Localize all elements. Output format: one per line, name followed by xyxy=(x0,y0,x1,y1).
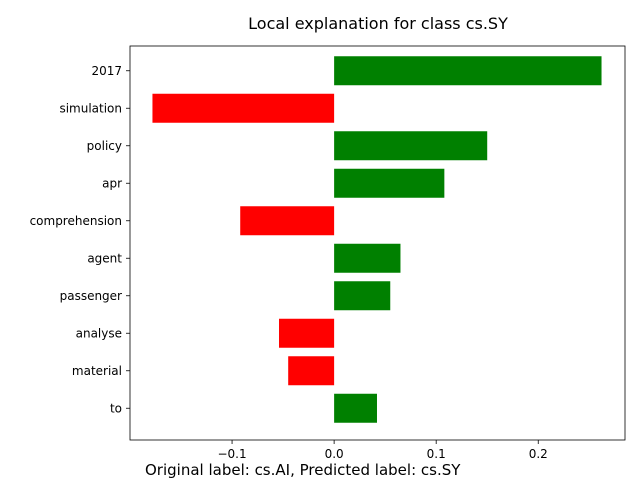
bar-agent xyxy=(334,243,401,273)
bar-policy xyxy=(334,131,488,161)
x-tick-label: 0.1 xyxy=(427,447,446,461)
x-tick-label: 0.0 xyxy=(325,447,344,461)
y-tick-label: 2017 xyxy=(91,64,122,78)
bar-2017 xyxy=(334,56,602,86)
x-tick-label: −0.1 xyxy=(217,447,246,461)
y-tick-label: agent xyxy=(87,251,122,265)
bar-material xyxy=(288,356,335,386)
y-tick-label: apr xyxy=(102,176,122,190)
y-tick-label: analyse xyxy=(76,326,122,340)
x-tick-label: 0.2 xyxy=(529,447,548,461)
y-tick-label: comprehension xyxy=(30,214,122,228)
chart-caption: Original label: cs.AI, Predicted label: … xyxy=(145,461,461,479)
bar-comprehension xyxy=(240,206,335,236)
axes-frame xyxy=(129,45,626,441)
bar-to xyxy=(334,393,377,423)
chart-title: Local explanation for class cs.SY xyxy=(248,14,508,33)
plot-area: 2017 simulation policy apr comprehension agen… xyxy=(30,45,626,461)
bar-analyse xyxy=(279,318,335,348)
y-tick-label: simulation xyxy=(59,101,122,115)
y-tick-label: policy xyxy=(87,139,122,153)
y-tick-label: passenger xyxy=(60,289,122,303)
bar-apr xyxy=(334,168,445,198)
bar-simulation xyxy=(152,93,335,123)
y-tick-label: material xyxy=(72,364,122,378)
bar-passenger xyxy=(334,281,391,311)
y-tick-label: to xyxy=(110,401,122,415)
